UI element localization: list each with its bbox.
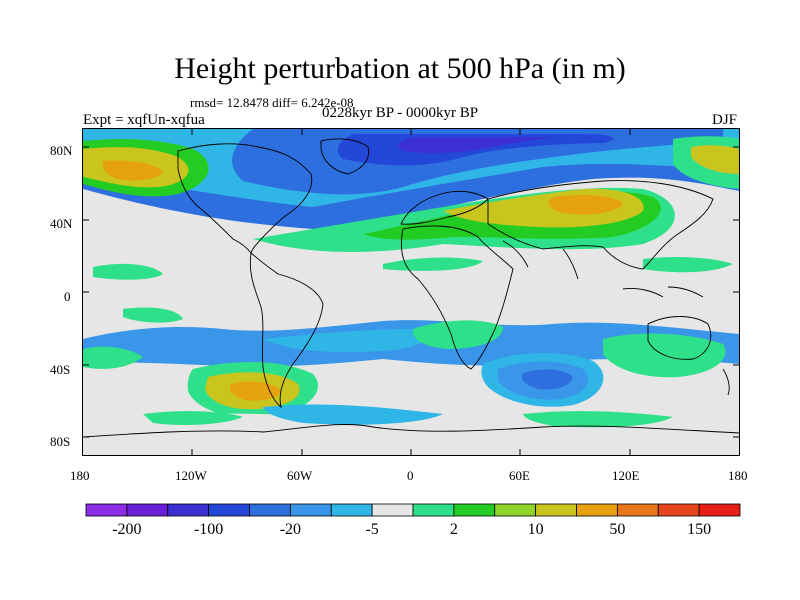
y-tick-label: 0: [64, 289, 71, 304]
colorbar-label: 150: [687, 521, 711, 538]
coast-new-zealand: [722, 368, 730, 396]
x-tick-label: 180: [70, 468, 90, 483]
colorbar-label: 10: [528, 521, 544, 538]
x-tick-label: 60W: [287, 468, 313, 483]
x-tick-label: 180: [728, 468, 748, 483]
coast-south-america: [249, 252, 324, 409]
y-tick-label: 80S: [50, 434, 71, 449]
anomaly-south-patch: [83, 346, 143, 369]
anomaly-trough-indian-core: [521, 369, 573, 390]
colorbar-swatch: [535, 503, 577, 517]
experiment-label: Expt = xqfUn-xqfua: [83, 112, 205, 128]
colorbar-swatch: [494, 503, 537, 517]
y-tick-label: 80N: [50, 143, 73, 158]
x-tick-label: 120W: [175, 468, 207, 483]
coast-greenland: [320, 138, 370, 175]
coast-indonesia: [622, 286, 704, 298]
coast-south-asia: [502, 240, 579, 280]
map-svg: [83, 129, 739, 455]
anomaly-ridge-ne-pacific-core: [691, 145, 739, 174]
colorbar-swatch: [330, 503, 373, 517]
colorbar-swatch: [698, 503, 741, 517]
season-label: DJF: [712, 112, 738, 128]
colorbar-swatch: [208, 503, 250, 517]
colorbar-boxes: [85, 503, 741, 517]
anomaly-tropical-patch: [123, 307, 183, 323]
stats-line: rmsd= 12.8478 diff= 6.242e-08: [190, 95, 354, 110]
axis-ticks: [83, 129, 739, 455]
period-label: 0228kyr BP - 0000kyr BP: [322, 105, 479, 121]
plot-title: Height perturbation at 500 hPa (in m): [174, 52, 626, 85]
coast-africa: [400, 225, 514, 370]
coast-north-america: [177, 143, 313, 254]
x-tick-label: 120E: [612, 468, 640, 483]
colorbar-label: -20: [280, 521, 301, 538]
colorbar-swatch: [289, 503, 332, 517]
anomaly-tropical-patch: [93, 263, 163, 280]
x-tick-label: 0: [407, 468, 414, 483]
anomaly-band-south-light: [263, 329, 428, 353]
colorbar-swatch: [371, 503, 414, 517]
anomaly-antarctic-green: [143, 411, 243, 425]
colorbar-labels: -200 -100 -20 -5 2 10 50 150: [112, 521, 711, 538]
coast-asia: [487, 180, 714, 270]
anomaly-antarctic-neutral: [83, 413, 739, 455]
anomaly-antarctic-blue: [263, 404, 443, 425]
colorbar-label: 2: [450, 521, 458, 538]
colorbar-label: 50: [609, 521, 625, 538]
colorbar: -200 -100 -20 -5 2 10 50 150: [85, 503, 741, 538]
anomaly-antarctic-green: [523, 411, 673, 428]
colorbar-swatch: [249, 503, 291, 517]
coast-australia: [647, 316, 712, 360]
anomaly-ridge-south-atlantic: [412, 320, 503, 349]
colorbar-swatch: [167, 503, 210, 517]
anomaly-ridge-eurasia-peak: [548, 195, 623, 215]
anomaly-ridge-pacific-peak: [102, 160, 163, 181]
coast-antarctica: [83, 424, 739, 438]
map-panel: [82, 128, 740, 456]
coastlines: [83, 138, 739, 438]
colorbar-label: -5: [365, 521, 378, 538]
colorbar-swatch: [412, 503, 455, 517]
colorbar-swatch: [576, 503, 618, 517]
x-tick-label: 60E: [509, 468, 530, 483]
colorbar-swatch: [453, 503, 496, 517]
colorbar-swatch: [85, 503, 128, 517]
colorbar-label: -100: [194, 521, 223, 538]
y-tick-label: 40S: [50, 362, 71, 377]
colorbar-label: -200: [112, 521, 141, 538]
colorbar-swatch: [657, 503, 700, 517]
anomaly-tropical-patch: [643, 256, 733, 273]
anomaly-trough-peak: [398, 137, 553, 154]
anomaly-band-north-blue: [83, 163, 739, 229]
colorbar-swatch: [616, 503, 659, 517]
colorbar-swatch: [126, 503, 169, 517]
y-tick-label: 40N: [50, 216, 73, 231]
